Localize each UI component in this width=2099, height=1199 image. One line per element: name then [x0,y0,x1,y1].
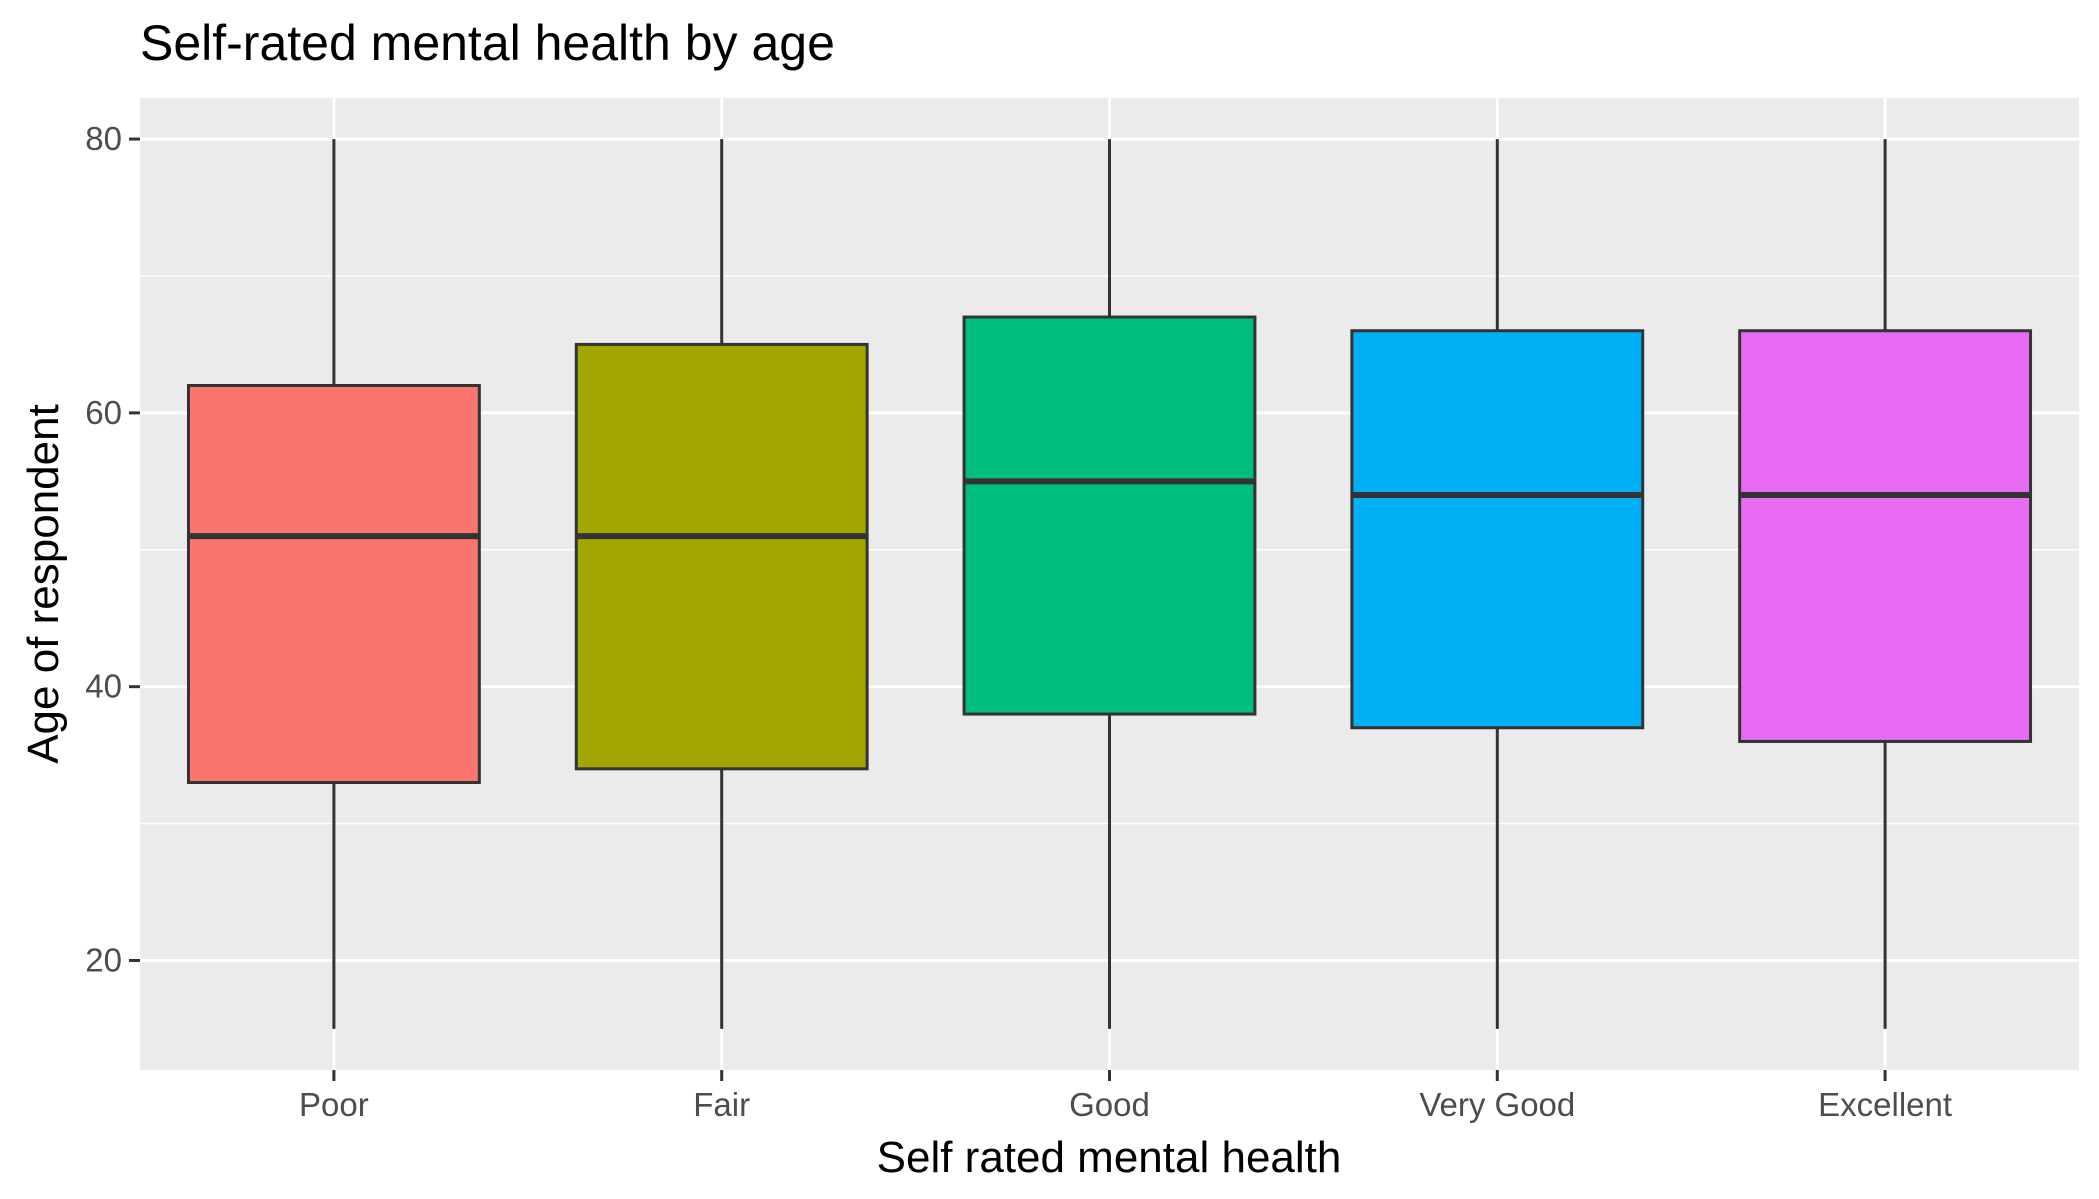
boxes [186,139,2033,1029]
x-tick-label: Very Good [1419,1086,1575,1123]
box-iqr [1350,329,1645,730]
y-tick-label: 20 [85,941,122,978]
box-iqr [574,342,869,771]
chart-title: Self-rated mental health by age [140,15,835,71]
box-fair [574,139,869,1029]
box-iqr [1738,329,2033,743]
y-tick-label: 80 [85,120,122,157]
box-iqr [962,315,1257,716]
box-good [962,139,1257,1029]
x-tick-label: Poor [299,1086,369,1123]
box-poor [186,139,481,1029]
box-very-good [1350,139,1645,1029]
x-tick-label: Good [1069,1086,1150,1123]
x-tick-label: Fair [693,1086,750,1123]
x-tick-label: Excellent [1818,1086,1952,1123]
box-iqr [186,383,481,785]
axes: 20 40 60 80 Poor Fair Good Very Good Excellent [85,120,1952,1123]
y-axis-title: Age of respondent [19,404,68,764]
y-tick-label: 40 [85,668,122,705]
x-axis-title: Self rated mental health [877,1133,1342,1182]
y-tick-label: 60 [85,394,122,431]
box-excellent [1738,139,2033,1029]
